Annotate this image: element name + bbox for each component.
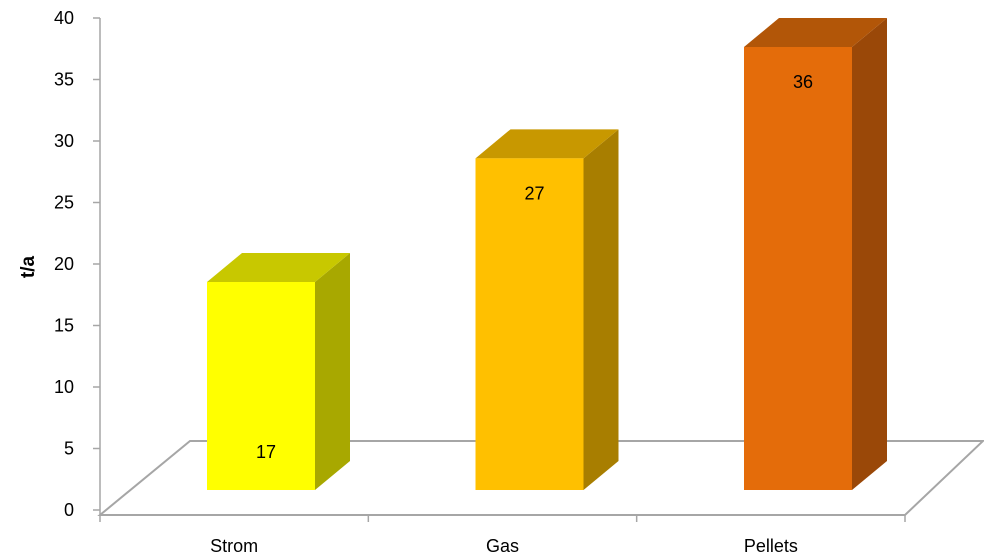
bar-front	[475, 158, 584, 490]
y-tick-label: 10	[54, 377, 74, 397]
bar-pellets: 36	[744, 18, 887, 490]
bar-side	[583, 129, 619, 490]
y-tick-label: 20	[54, 254, 74, 274]
bar-front	[207, 282, 315, 490]
y-axis-title: t/a	[18, 255, 39, 278]
bar-side	[852, 18, 887, 490]
y-tick-label: 5	[64, 439, 74, 459]
x-category-label: Pellets	[744, 536, 798, 556]
y-tick-label: 0	[64, 500, 74, 520]
y-tick-label: 25	[54, 193, 74, 213]
data-label: 27	[524, 183, 544, 203]
x-category-label: Strom	[210, 536, 258, 556]
bar-side	[315, 253, 350, 490]
bar-strom: 17	[207, 253, 350, 490]
data-label: 17	[256, 442, 276, 462]
y-tick-label: 15	[54, 316, 74, 336]
x-axis-labels: Strom Gas Pellets	[210, 536, 798, 556]
bar-top	[744, 18, 887, 47]
y-tick-label: 35	[54, 70, 74, 90]
bar-series: 17 27 36	[207, 18, 887, 490]
bar-front	[744, 47, 852, 490]
y-tick-label: 30	[54, 131, 74, 151]
bar-top	[475, 129, 619, 159]
y-tick-label: 40	[54, 8, 74, 28]
y-axis-ticks: 0 5 10 15 20 25 30 35 40	[54, 8, 100, 520]
bar-top	[207, 253, 350, 282]
bar-gas: 27	[475, 129, 619, 490]
data-label: 36	[793, 72, 813, 92]
x-category-label: Gas	[486, 536, 519, 556]
x-axis-ticks	[99, 515, 906, 522]
